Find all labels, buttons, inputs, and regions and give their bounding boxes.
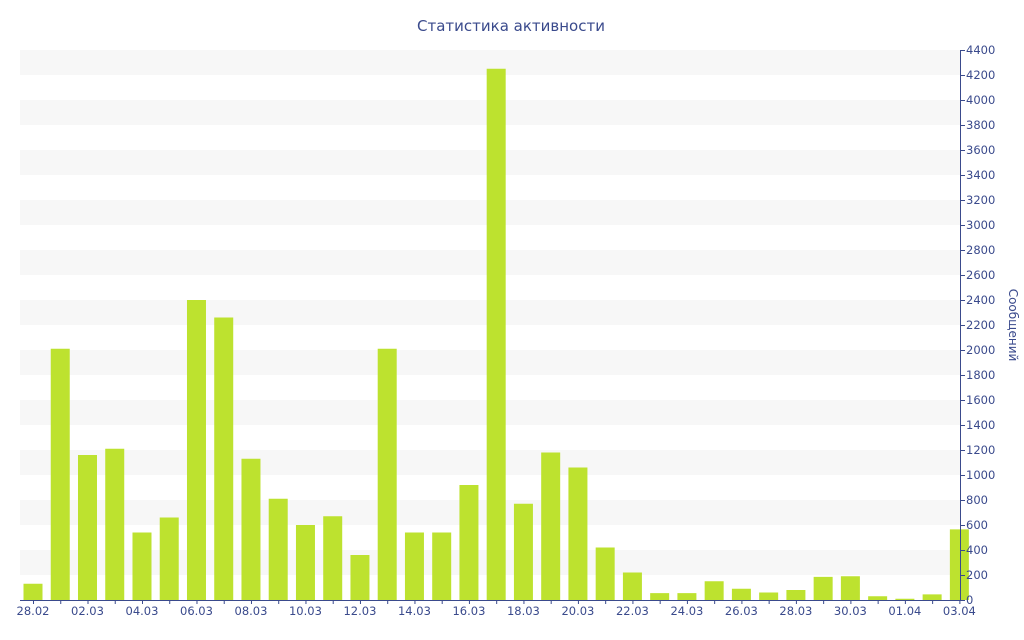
- y-tick-label: 400: [966, 543, 988, 557]
- bars: [23, 68, 969, 600]
- bar-15.03: [432, 532, 452, 600]
- bar-09.03: [268, 498, 288, 600]
- y-tick-label: 2400: [966, 293, 995, 307]
- y-tick-label: 4200: [966, 68, 995, 82]
- y-tick-label: 2200: [966, 318, 995, 332]
- x-tick-label: 20.03: [561, 604, 594, 618]
- y-tick-label: 4400: [966, 43, 995, 57]
- x-tick-label: 12.03: [343, 604, 376, 618]
- bar-02.03: [77, 455, 97, 600]
- x-tick-label: 08.03: [235, 604, 268, 618]
- x-tick-label: 10.03: [289, 604, 322, 618]
- y-tick-label: 2000: [966, 343, 995, 357]
- bar-08.03: [241, 458, 261, 600]
- bar-06.03: [186, 300, 206, 600]
- y-tick-label: 800: [966, 493, 988, 507]
- x-tick-label: 18.03: [507, 604, 540, 618]
- bar-03.03: [105, 448, 125, 600]
- bar-12.03: [350, 555, 370, 600]
- bar-14.03: [404, 532, 424, 600]
- x-tick-label: 28.03: [779, 604, 812, 618]
- bar-31.03: [868, 596, 888, 600]
- bar-04.03: [132, 532, 152, 600]
- bar-02.04: [922, 594, 942, 600]
- y-tick-label: 3000: [966, 218, 995, 232]
- x-tick-label: 03.04: [943, 604, 976, 618]
- bar-26.03: [731, 588, 751, 600]
- bar-17.03: [486, 68, 506, 600]
- bar-10.03: [295, 525, 315, 600]
- bar-19.03: [541, 452, 561, 600]
- x-tick-label: 04.03: [126, 604, 159, 618]
- y-tick-label: 1200: [966, 443, 995, 457]
- bar-29.03: [813, 576, 833, 600]
- bar-03.04: [949, 529, 969, 600]
- y-tick-label: 1400: [966, 418, 995, 432]
- bar-01.04: [895, 598, 915, 600]
- x-tick-label: 14.03: [398, 604, 431, 618]
- x-tick-label: 28.02: [17, 604, 50, 618]
- x-tick-label: 01.04: [888, 604, 921, 618]
- bar-13.03: [377, 348, 397, 600]
- y-tick-label: 0: [966, 593, 973, 607]
- bar-22.03: [622, 572, 642, 600]
- bar-01.03: [50, 348, 70, 600]
- y-tick-label: 2600: [966, 268, 995, 282]
- x-tick-label: 02.03: [71, 604, 104, 618]
- x-tick-label: 06.03: [180, 604, 213, 618]
- y-tick-label: 4000: [966, 93, 995, 107]
- bar-18.03: [513, 503, 533, 600]
- y-tick-label: 3800: [966, 118, 995, 132]
- bar-07.03: [214, 317, 234, 600]
- bar-25.03: [704, 581, 724, 600]
- bar-27.03: [759, 592, 779, 600]
- bar-23.03: [650, 593, 670, 600]
- y-tick-label: 1800: [966, 368, 995, 382]
- x-tick-label: 30.03: [834, 604, 867, 618]
- x-tick-label: 24.03: [670, 604, 703, 618]
- x-tick-label: 22.03: [616, 604, 649, 618]
- y-tick-label: 200: [966, 568, 988, 582]
- y-tick-label: 1600: [966, 393, 995, 407]
- bar-28.03: [786, 590, 806, 600]
- y-tick-label: 2800: [966, 243, 995, 257]
- bar-20.03: [568, 467, 588, 600]
- bar-16.03: [459, 485, 479, 600]
- x-axis-ticks: 28.02 02.03 04.03 06.03 08.03 10.03 12.03 14.03…: [17, 600, 976, 618]
- y-tick-label: 1000: [966, 468, 995, 482]
- bar-11.03: [323, 516, 343, 600]
- y-axis-ticks: 0 200 400 600 800 1000 1200 1400 1600 1800 2000 220…: [960, 43, 995, 607]
- bar-30.03: [840, 576, 860, 600]
- bar-21.03: [595, 547, 615, 600]
- y-tick-label: 3200: [966, 193, 995, 207]
- bar-05.03: [159, 517, 179, 600]
- x-tick-label: 16.03: [452, 604, 485, 618]
- y-tick-label: 3600: [966, 143, 995, 157]
- bar-28.02: [23, 583, 43, 600]
- y-tick-label: 600: [966, 518, 988, 532]
- bar-24.03: [677, 593, 697, 600]
- x-tick-label: 26.03: [725, 604, 758, 618]
- y-axis-label: Сообщений: [1006, 289, 1020, 362]
- y-tick-label: 3400: [966, 168, 995, 182]
- chart-title: Статистика активности: [417, 17, 605, 35]
